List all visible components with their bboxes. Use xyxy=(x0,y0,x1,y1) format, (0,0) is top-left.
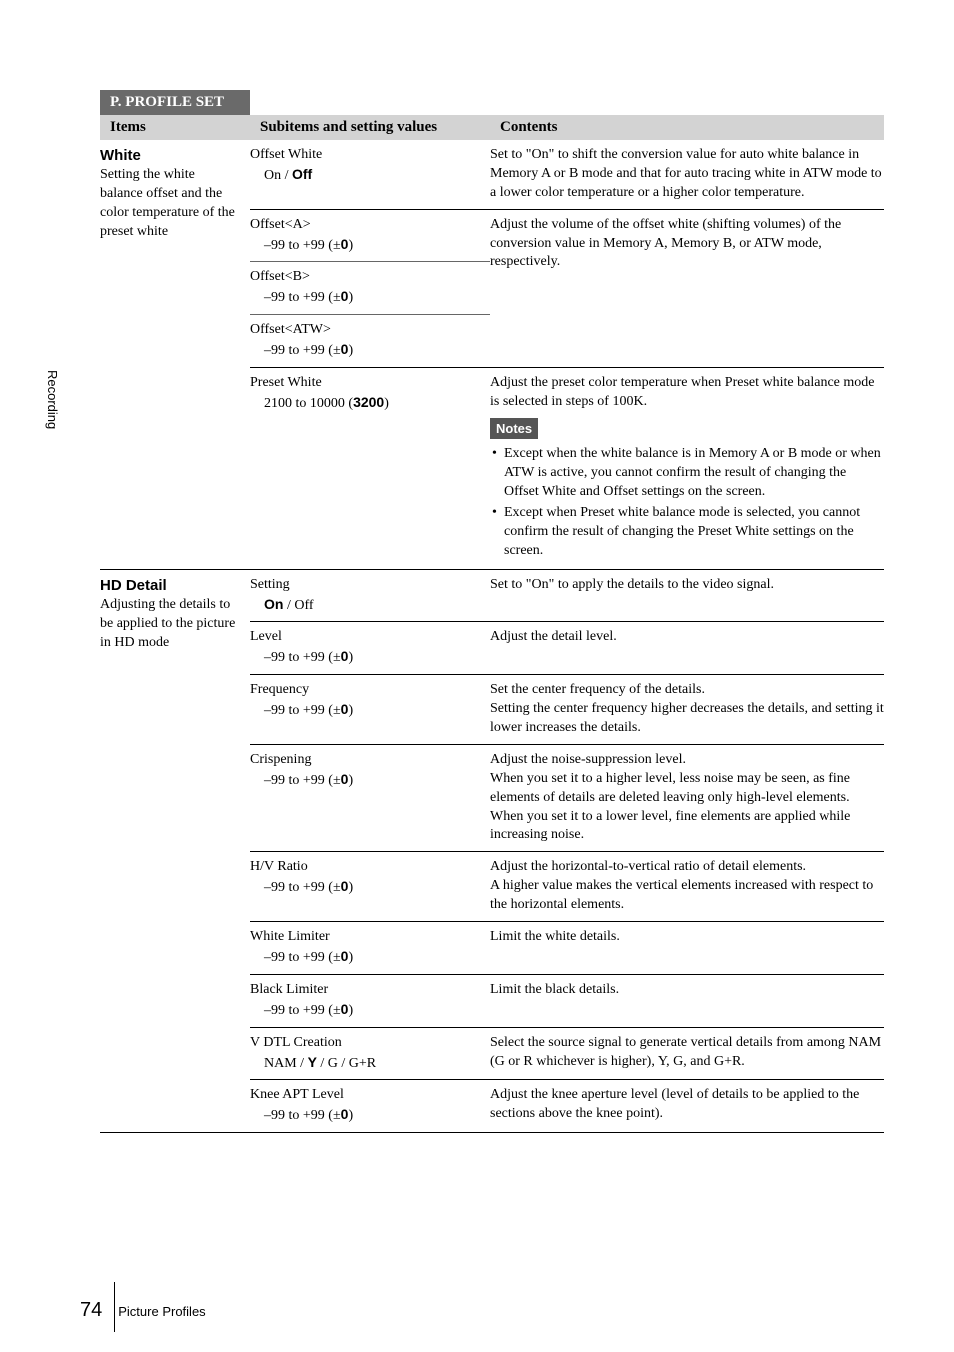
hvratio-contents: Adjust the horizontal-to-vertical ratio … xyxy=(490,852,884,921)
whitelimiter-range-c: ) xyxy=(348,950,353,965)
setting-label: Setting xyxy=(250,576,480,595)
setting-val-bold: On xyxy=(264,596,283,612)
vdtl-contents: Select the source signal to generate ver… xyxy=(490,1028,884,1080)
subrow-blacklimiter: Black Limiter –99 to +99 (±0) Limit the … xyxy=(250,975,884,1028)
hddetail-title: HD Detail xyxy=(100,576,240,596)
kneeapt-contents: Adjust the knee aperture level (level of… xyxy=(490,1080,884,1132)
kneeapt-range-a: –99 to +99 (± xyxy=(264,1108,341,1123)
subrow-whitelimiter: White Limiter –99 to +99 (±0) Limit the … xyxy=(250,922,884,975)
crispening-label: Crispening xyxy=(250,751,480,770)
preset-white-contents: Adjust the preset color temperature when… xyxy=(490,374,884,412)
hvratio-range-a: –99 to +99 (± xyxy=(264,880,341,895)
level-label: Level xyxy=(250,628,480,647)
crispening-range-a: –99 to +99 (± xyxy=(264,773,341,788)
col-items-header: Items xyxy=(100,115,250,140)
whitelimiter-label: White Limiter xyxy=(250,928,480,947)
column-headers: Items Subitems and setting values Conten… xyxy=(100,115,884,140)
offset-a-label: Offset<A> xyxy=(250,216,480,235)
subrow-level: Level –99 to +99 (±0) Adjust the detail … xyxy=(250,622,884,675)
preset-white-bullet1: Except when the white balance is in Memo… xyxy=(504,445,884,502)
offset-white-contents: Set to "On" to shift the conversion valu… xyxy=(490,140,884,209)
col-contents-header: Contents xyxy=(490,115,884,140)
preset-white-label: Preset White xyxy=(250,374,480,393)
preset-white-val-a: 2100 to 10000 ( xyxy=(264,396,353,411)
item-hddetail-desc: HD Detail Adjusting the details to be ap… xyxy=(100,570,250,1132)
offset-abatw-contents: Adjust the volume of the offset white (s… xyxy=(490,210,884,367)
vdtl-val-c: / G / G+R xyxy=(317,1056,376,1071)
offset-white-val-bold: Off xyxy=(292,166,312,182)
offset-atw-range-a: –99 to +99 (± xyxy=(264,343,341,358)
whitelimiter-range-a: –99 to +99 (± xyxy=(264,950,341,965)
blacklimiter-label: Black Limiter xyxy=(250,981,480,1000)
preset-white-val-c: ) xyxy=(384,396,389,411)
frequency-range-a: –99 to +99 (± xyxy=(264,703,341,718)
setting-val-rest: / Off xyxy=(283,598,313,613)
white-title: White xyxy=(100,146,240,166)
offset-a-range-a: –99 to +99 (± xyxy=(264,238,341,253)
offset-atw-label: Offset<ATW> xyxy=(250,321,480,340)
subrow-frequency: Frequency –99 to +99 (±0) Set the center… xyxy=(250,675,884,745)
setting-contents: Set to "On" to apply the details to the … xyxy=(490,570,884,622)
offset-b-range-a: –99 to +99 (± xyxy=(264,290,341,305)
kneeapt-label: Knee APT Level xyxy=(250,1086,480,1105)
subrow-hvratio: H/V Ratio –99 to +99 (±0) Adjust the hor… xyxy=(250,852,884,922)
subrow-offset-white: Offset White On / Off Set to "On" to shi… xyxy=(250,140,884,210)
section-header: P. PROFILE SET xyxy=(100,90,250,115)
hvratio-label: H/V Ratio xyxy=(250,858,480,877)
preset-white-bullet2: Except when Preset white balance mode is… xyxy=(504,504,884,561)
offset-white-label: Offset White xyxy=(250,146,480,165)
subrow-setting: Setting On / Off Set to "On" to apply th… xyxy=(250,570,884,623)
preset-white-val-b: 3200 xyxy=(353,394,384,410)
blacklimiter-range-c: ) xyxy=(348,1003,353,1018)
offset-a-range-c: ) xyxy=(348,238,353,253)
kneeapt-range-c: ) xyxy=(348,1108,353,1123)
side-tab: Recording xyxy=(45,370,60,429)
vdtl-val-a: NAM / xyxy=(264,1056,308,1071)
footer-rule xyxy=(114,1282,115,1332)
page-section-title: Picture Profiles xyxy=(118,1304,205,1319)
item-white-desc: White Setting the white balance offset a… xyxy=(100,140,250,569)
vdtl-val-b: Y xyxy=(308,1054,317,1070)
subrow-vdtl: V DTL Creation NAM / Y / G / G+R Select … xyxy=(250,1028,884,1081)
frequency-label: Frequency xyxy=(250,681,480,700)
page-number: 74 xyxy=(80,1299,102,1322)
frequency-range-c: ) xyxy=(348,703,353,718)
level-range-a: –99 to +99 (± xyxy=(264,650,341,665)
blacklimiter-range-a: –99 to +99 (± xyxy=(264,1003,341,1018)
notes-badge: Notes xyxy=(490,418,538,440)
white-description: Setting the white balance offset and the… xyxy=(100,166,240,242)
offset-white-val-prefix: On / xyxy=(264,168,292,183)
subrow-crispening: Crispening –99 to +99 (±0) Adjust the no… xyxy=(250,745,884,852)
crispening-range-c: ) xyxy=(348,773,353,788)
offset-atw-range-c: ) xyxy=(348,343,353,358)
col-sub-header: Subitems and setting values xyxy=(250,115,490,140)
level-contents: Adjust the detail level. xyxy=(490,622,884,674)
level-range-c: ) xyxy=(348,650,353,665)
vdtl-label: V DTL Creation xyxy=(250,1034,480,1053)
crispening-contents: Adjust the noise-suppression level. When… xyxy=(490,745,884,851)
hddetail-description: Adjusting the details to be applied to t… xyxy=(100,596,240,653)
whitelimiter-contents: Limit the white details. xyxy=(490,922,884,974)
offset-b-label: Offset<B> xyxy=(250,268,480,287)
offset-b-range-c: ) xyxy=(348,290,353,305)
item-hddetail: HD Detail Adjusting the details to be ap… xyxy=(100,570,884,1133)
subrow-kneeapt: Knee APT Level –99 to +99 (±0) Adjust th… xyxy=(250,1080,884,1132)
frequency-contents: Set the center frequency of the details.… xyxy=(490,675,884,744)
item-white: White Setting the white balance offset a… xyxy=(100,140,884,570)
page-footer: 74 Picture Profiles xyxy=(80,1299,206,1322)
blacklimiter-contents: Limit the black details. xyxy=(490,975,884,1027)
hvratio-range-c: ) xyxy=(348,880,353,895)
subrow-offset-abatw-group: Offset<A> –99 to +99 (±0) Offset<B> –99 … xyxy=(250,210,884,368)
subrow-preset-white: Preset White 2100 to 10000 (3200) Adjust… xyxy=(250,368,884,569)
